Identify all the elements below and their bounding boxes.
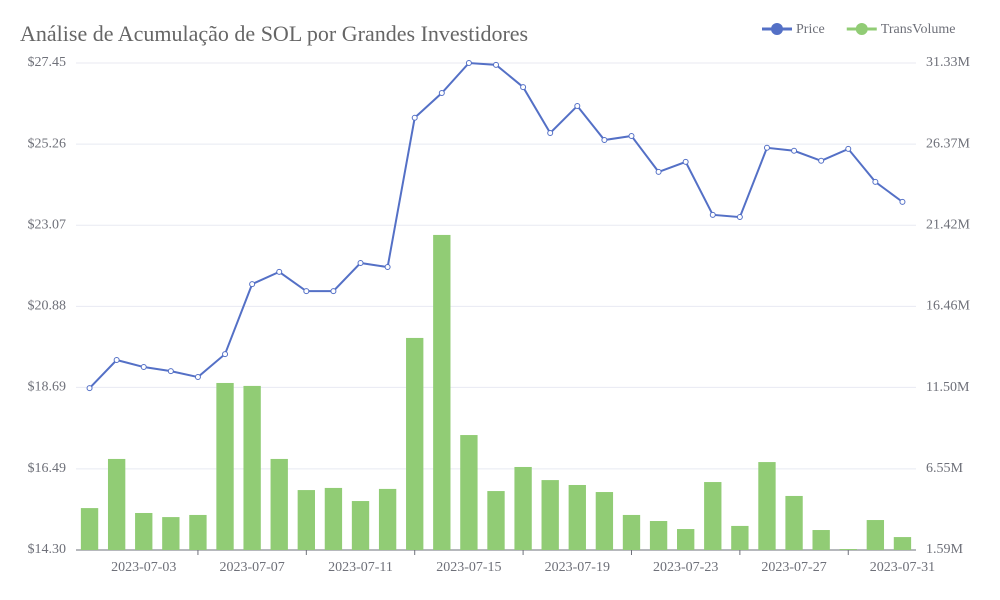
- bar: [135, 512, 153, 550]
- bar: [270, 458, 288, 550]
- chart-title: Análise de Acumulação de SOL por Grandes…: [20, 21, 528, 46]
- point: [276, 268, 283, 275]
- x-tick-label: 2023-07-31: [870, 560, 935, 575]
- point: [520, 84, 527, 91]
- x-tick-label: 2023-07-27: [761, 560, 826, 575]
- bar: [839, 549, 857, 550]
- point: [384, 264, 391, 271]
- y-tick-label: $27.45: [28, 55, 67, 70]
- point: [845, 145, 852, 152]
- bar: [243, 385, 261, 550]
- bar: [785, 495, 803, 550]
- y2-tick-label: 1.59M: [926, 542, 964, 557]
- y-tick-label: $14.30: [28, 542, 67, 557]
- bar: [351, 501, 370, 550]
- bar: [595, 492, 614, 550]
- legend-label: Price: [796, 22, 825, 37]
- point: [818, 157, 825, 164]
- y2-tick-label: 6.55M: [926, 461, 964, 476]
- bar: [758, 462, 776, 550]
- legend-swatch-dot: [855, 23, 868, 35]
- point: [303, 288, 310, 295]
- bar: [460, 435, 478, 550]
- point: [791, 147, 798, 154]
- point: [628, 132, 635, 139]
- point: [655, 168, 662, 175]
- bar: [162, 517, 180, 550]
- y2-tick-label: 21.42M: [926, 217, 971, 232]
- point: [357, 259, 364, 266]
- bar: [731, 525, 749, 550]
- point: [86, 385, 93, 392]
- y-tick-label: $20.88: [28, 299, 67, 314]
- bar: [487, 491, 505, 550]
- bar: [812, 530, 830, 550]
- x-tick-label: 2023-07-03: [111, 560, 176, 575]
- point: [330, 288, 337, 295]
- bar: [866, 520, 885, 550]
- bar: [406, 337, 424, 550]
- point: [763, 144, 770, 151]
- x-tick-label: 2023-07-23: [653, 560, 718, 575]
- point: [709, 211, 716, 218]
- point: [411, 114, 418, 121]
- point: [140, 364, 147, 371]
- bar: [677, 529, 695, 550]
- point: [465, 60, 472, 66]
- y2-tick-label: 11.50M: [926, 380, 970, 395]
- bar: [80, 508, 99, 550]
- bar: [541, 480, 559, 550]
- bar: [189, 514, 207, 550]
- bar: [216, 382, 234, 550]
- point: [167, 368, 174, 375]
- bar: [297, 490, 315, 550]
- bar: [514, 466, 532, 550]
- point: [547, 129, 554, 136]
- y2-tick-label: 26.37M: [926, 136, 971, 151]
- bar: [649, 521, 668, 550]
- point: [194, 374, 201, 381]
- y-tick-label: $18.69: [28, 380, 67, 395]
- point: [222, 351, 229, 358]
- point: [113, 357, 120, 364]
- point: [872, 178, 879, 185]
- bar: [622, 514, 641, 550]
- bar: [324, 487, 343, 550]
- legend-swatch-dot: [771, 23, 783, 35]
- point: [682, 158, 689, 165]
- y-tick-label: $16.49: [28, 461, 67, 476]
- point: [736, 214, 743, 221]
- point: [438, 89, 445, 96]
- y2-tick-label: 16.46M: [926, 299, 971, 314]
- bar: [568, 484, 586, 550]
- x-tick-label: 2023-07-11: [328, 560, 393, 575]
- bar: [107, 458, 126, 550]
- point: [899, 198, 906, 205]
- point: [574, 102, 581, 109]
- bar: [704, 482, 722, 550]
- y2-tick-label: 31.33M: [926, 55, 971, 70]
- bar: [378, 488, 397, 550]
- x-tick-label: 2023-07-15: [436, 560, 501, 575]
- y-tick-label: $23.07: [28, 217, 67, 232]
- point: [493, 61, 499, 68]
- y-tick-label: $25.26: [28, 136, 67, 151]
- bar: [893, 537, 912, 550]
- bar: [433, 234, 451, 550]
- point: [249, 281, 256, 288]
- point: [601, 137, 608, 144]
- x-tick-label: 2023-07-19: [545, 560, 610, 575]
- x-tick-label: 2023-07-07: [219, 560, 284, 575]
- legend-label: TransVolume: [881, 22, 956, 37]
